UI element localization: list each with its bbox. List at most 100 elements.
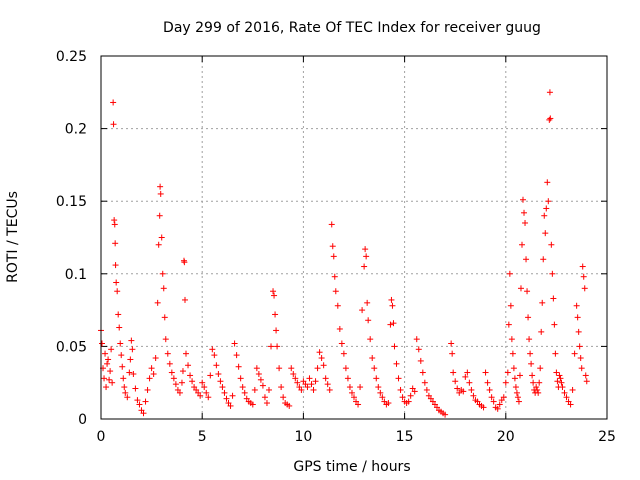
data-point xyxy=(229,392,236,399)
data-point xyxy=(259,382,266,389)
data-point xyxy=(537,365,544,372)
data-point xyxy=(121,384,128,391)
data-point xyxy=(464,369,471,376)
data-point xyxy=(306,375,313,382)
x-tick-label: 5 xyxy=(198,429,207,445)
data-point xyxy=(490,398,497,405)
data-point xyxy=(417,357,424,364)
data-point xyxy=(496,401,503,408)
x-tick-label: 0 xyxy=(97,429,106,445)
data-point xyxy=(308,381,315,388)
data-point xyxy=(569,386,576,393)
data-point xyxy=(115,311,122,318)
data-point xyxy=(257,376,264,383)
data-point xyxy=(518,241,525,248)
data-point xyxy=(355,401,362,408)
data-point xyxy=(513,389,520,396)
data-point xyxy=(113,279,120,286)
data-point xyxy=(578,365,585,372)
data-point xyxy=(201,384,208,391)
data-point xyxy=(500,394,507,401)
data-point xyxy=(549,270,556,277)
data-point xyxy=(521,209,528,216)
y-tick-label: 0 xyxy=(78,412,87,428)
data-point xyxy=(124,394,131,401)
data-point xyxy=(108,346,115,353)
data-point xyxy=(106,376,113,383)
data-point xyxy=(110,99,117,106)
data-point xyxy=(239,384,246,391)
data-point xyxy=(375,384,382,391)
data-point xyxy=(529,372,536,379)
data-point xyxy=(494,405,501,412)
data-point xyxy=(107,368,114,375)
data-point xyxy=(525,314,532,321)
data-point xyxy=(211,352,218,359)
data-point xyxy=(161,314,168,321)
data-point xyxy=(512,384,519,391)
data-point xyxy=(134,397,141,404)
data-point xyxy=(545,198,552,205)
data-point xyxy=(524,288,531,295)
data-point xyxy=(162,336,169,343)
data-point xyxy=(449,350,456,357)
data-point xyxy=(110,121,117,128)
data-point xyxy=(103,384,110,391)
data-point xyxy=(233,352,240,359)
data-point xyxy=(156,212,163,219)
data-point xyxy=(371,365,378,372)
data-point xyxy=(466,379,473,386)
data-point xyxy=(334,302,341,309)
data-point xyxy=(389,302,396,309)
data-point xyxy=(261,394,268,401)
data-point xyxy=(112,262,119,269)
data-point xyxy=(571,350,578,357)
data-point xyxy=(528,360,535,367)
data-point xyxy=(316,349,323,356)
data-point xyxy=(328,221,335,228)
data-point xyxy=(227,402,234,409)
data-point xyxy=(533,384,540,391)
data-point xyxy=(117,340,124,347)
data-point xyxy=(361,263,368,270)
data-point xyxy=(581,285,588,292)
data-point xyxy=(510,365,517,372)
data-point xyxy=(377,389,384,396)
data-point xyxy=(109,379,116,386)
data-point xyxy=(421,379,428,386)
data-point xyxy=(273,327,280,334)
data-point xyxy=(553,369,560,376)
data-point xyxy=(132,385,139,392)
data-point xyxy=(336,325,343,332)
data-point xyxy=(577,355,584,362)
data-point xyxy=(508,336,515,343)
x-tick-label: 20 xyxy=(497,429,515,445)
data-point xyxy=(538,328,545,335)
data-point xyxy=(563,394,570,401)
data-point xyxy=(468,386,475,393)
data-point xyxy=(197,392,204,399)
data-point xyxy=(298,386,305,393)
data-point xyxy=(215,370,222,377)
data-point xyxy=(488,394,495,401)
data-point xyxy=(516,372,523,379)
data-point xyxy=(217,378,224,385)
data-point xyxy=(413,336,420,343)
data-point xyxy=(541,212,548,219)
data-point xyxy=(340,350,347,357)
data-point xyxy=(393,360,400,367)
data-point xyxy=(539,299,546,306)
data-point xyxy=(395,375,402,382)
data-point xyxy=(235,363,242,370)
data-point xyxy=(574,314,581,321)
data-point xyxy=(251,386,258,393)
data-point xyxy=(405,398,412,405)
data-point xyxy=(179,368,186,375)
data-point xyxy=(546,89,553,96)
y-tick-label: 0.25 xyxy=(56,49,87,65)
data-point xyxy=(237,375,244,382)
data-point xyxy=(146,375,153,382)
data-point xyxy=(142,398,149,405)
data-point xyxy=(270,288,277,295)
data-point xyxy=(373,375,380,382)
